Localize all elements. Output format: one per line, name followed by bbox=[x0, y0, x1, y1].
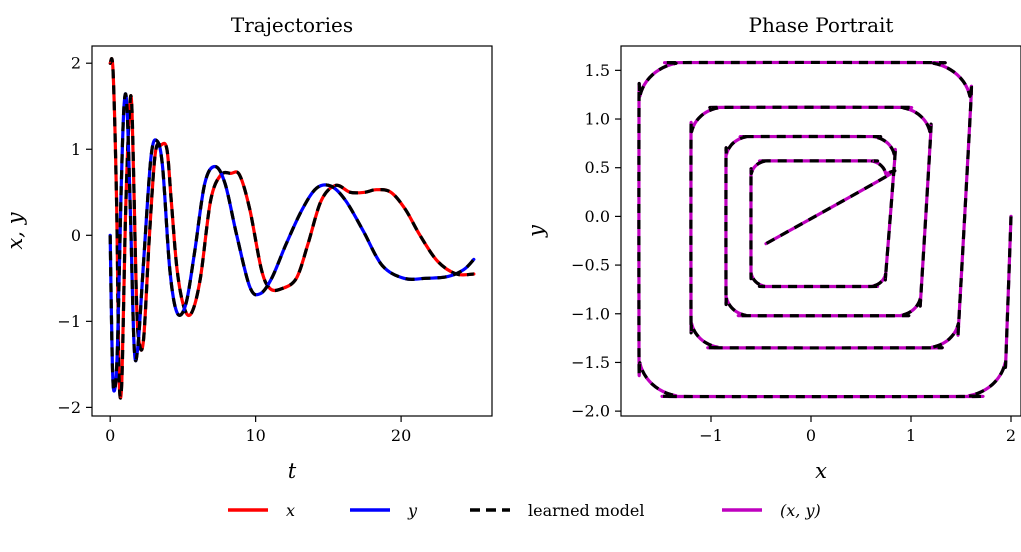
series-line--x-y- bbox=[637, 60, 1013, 399]
y-tick-label: 0 bbox=[71, 226, 81, 245]
y-tick-label: 0.0 bbox=[585, 207, 610, 226]
learned-model-line bbox=[108, 92, 475, 393]
y-tick-label: 1.0 bbox=[585, 110, 610, 129]
x-tick-label: 0 bbox=[806, 426, 816, 445]
x-axis-label: x bbox=[815, 459, 827, 483]
x-tick-label: 1 bbox=[906, 426, 916, 445]
x-tick-label: −1 bbox=[699, 426, 723, 445]
x-axis-label: t bbox=[288, 459, 297, 483]
plot-area bbox=[637, 60, 1013, 399]
y-tick-label: 2 bbox=[71, 54, 81, 73]
legend-label: x bbox=[286, 501, 295, 520]
x-tick-label: 0 bbox=[105, 426, 115, 445]
legend-item: (x, y) bbox=[722, 501, 821, 520]
legend-label: learned model bbox=[528, 501, 645, 520]
y-axis-label: y bbox=[524, 224, 548, 238]
y-tick-label: −1.5 bbox=[571, 353, 610, 372]
series-line-y bbox=[108, 92, 476, 393]
legend-label: (x, y) bbox=[780, 501, 821, 520]
legend-item: y bbox=[350, 501, 418, 520]
legend-item: x bbox=[228, 501, 295, 520]
y-tick-label: 1 bbox=[71, 140, 81, 159]
y-tick-label: −2.0 bbox=[571, 402, 610, 421]
plot-area bbox=[108, 57, 476, 400]
phase-portrait-chart: Phase Portrait −1 0 1 2 −2.0 −1.5 −1.0 −0.5 0.0 0.… bbox=[524, 13, 1021, 483]
chart-title: Trajectories bbox=[231, 13, 353, 37]
learned-model-line bbox=[637, 60, 1013, 399]
trajectories-chart: Trajectories 0 10 20 −2 −1 0 1 2 t x, y bbox=[3, 13, 493, 483]
axes-frame bbox=[620, 45, 1021, 417]
x-tick-label: 10 bbox=[245, 426, 265, 445]
y-tick-label: 1.5 bbox=[585, 61, 610, 80]
y-tick-label: 0.5 bbox=[585, 158, 610, 177]
y-tick-label: −1.0 bbox=[571, 304, 610, 323]
axes-frame bbox=[91, 45, 493, 417]
y-tick-label: −1 bbox=[57, 312, 81, 331]
x-tick-label: 20 bbox=[391, 426, 411, 445]
legend: x y learned model (x, y) bbox=[228, 501, 821, 520]
chart-title: Phase Portrait bbox=[749, 13, 894, 37]
legend-label: y bbox=[407, 501, 418, 520]
y-tick-label: −0.5 bbox=[571, 256, 610, 275]
y-axis-label: x, y bbox=[3, 211, 27, 249]
y-tick-label: −2 bbox=[57, 398, 81, 417]
legend-item: learned model bbox=[470, 501, 645, 520]
x-tick-label: 2 bbox=[1006, 426, 1016, 445]
